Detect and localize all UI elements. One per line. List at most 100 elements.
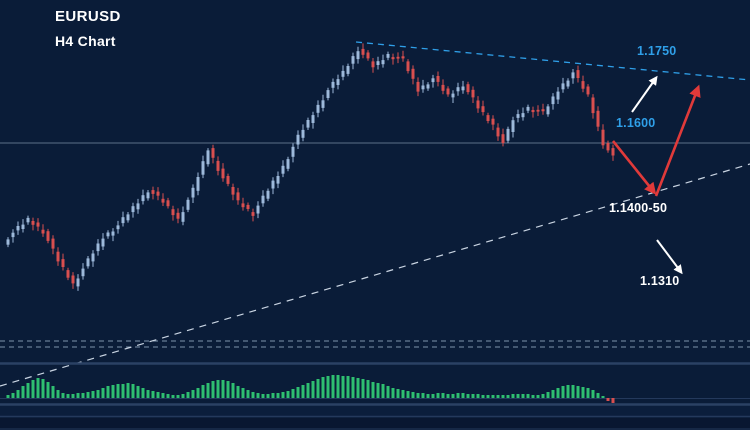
candle-body (471, 89, 475, 98)
candle-body (206, 150, 210, 165)
histogram-bar (6, 395, 10, 398)
candle-body (141, 195, 145, 202)
histogram-bar (136, 386, 140, 398)
histogram-bar (471, 394, 475, 398)
candle-body (591, 97, 595, 114)
histogram-bar (176, 395, 180, 398)
histogram-bar (331, 375, 335, 398)
candle-body (601, 129, 605, 146)
candle-body (396, 56, 400, 59)
histogram-bar (461, 393, 465, 398)
histogram-bar (426, 394, 430, 398)
histogram-bar (246, 390, 250, 398)
candle-body (466, 84, 470, 93)
histogram-bar (81, 393, 85, 398)
histogram-bar (531, 395, 535, 398)
candle-body (576, 70, 580, 78)
projection-arrow-up (654, 84, 701, 197)
histogram-bar (391, 388, 395, 398)
candle-body (126, 214, 130, 221)
histogram-bar (281, 392, 285, 398)
histogram-bar (141, 388, 145, 398)
histogram-bar (46, 382, 50, 398)
trendlines-layer (0, 41, 750, 387)
candle-body (166, 200, 170, 207)
candle-body (216, 160, 220, 171)
histogram-bar (496, 395, 500, 398)
candle-body (416, 81, 420, 92)
histogram-bar (346, 376, 350, 398)
candle-body (121, 217, 125, 224)
candle-body (56, 251, 60, 262)
candle-body (506, 128, 510, 141)
histogram-bar (101, 388, 105, 398)
candle-body (11, 232, 15, 238)
candle-body (46, 231, 50, 241)
histogram-bar (241, 388, 245, 398)
timeframe-title: H4 Chart (55, 33, 116, 49)
candle-body (156, 191, 160, 196)
histogram-bar (206, 383, 210, 398)
candle-body (521, 113, 525, 118)
histogram-bar (301, 385, 305, 398)
histogram-bar (326, 376, 330, 398)
candle-body (296, 134, 300, 145)
candle-body (231, 187, 235, 195)
histogram-bar (216, 380, 220, 398)
candle-body (21, 224, 25, 229)
candle-body (421, 85, 425, 90)
candle-body (456, 87, 460, 92)
histogram-bar (466, 394, 470, 398)
histogram-bar (456, 393, 460, 398)
histogram-bar (71, 394, 75, 398)
candle-body (251, 212, 255, 216)
histogram-bar (361, 379, 365, 398)
candle-body (581, 81, 585, 89)
candlesticks-layer (6, 43, 615, 291)
candle-body (351, 56, 355, 64)
histogram-bar (276, 393, 280, 398)
annotation-arrows-layer (611, 75, 701, 275)
candle-body (496, 127, 500, 137)
candle-body (176, 212, 180, 219)
histogram-bar (601, 396, 605, 398)
candle-body (236, 192, 240, 201)
histogram-bar (551, 390, 555, 398)
candle-body (436, 76, 440, 82)
histogram-bar (171, 395, 175, 398)
histogram-bar (596, 393, 600, 398)
histogram-bar (106, 386, 110, 398)
histogram-bar (161, 393, 165, 398)
histogram-bar (436, 393, 440, 398)
candle-body (546, 106, 550, 115)
histogram-bar (191, 390, 195, 398)
candle-body (561, 83, 565, 90)
candle-body (586, 86, 590, 95)
histogram-bar (131, 384, 135, 398)
candle-body (111, 231, 115, 236)
candle-body (481, 106, 485, 113)
candle-body (31, 221, 35, 225)
candle-body (491, 118, 495, 125)
candle-body (256, 205, 260, 214)
candle-body (276, 176, 280, 184)
histogram-bar (66, 394, 70, 398)
candle-body (226, 176, 230, 184)
candle-body (281, 165, 285, 174)
histogram-bar (401, 390, 405, 398)
histogram-bar (96, 390, 100, 398)
histogram-bar (356, 378, 360, 398)
histogram-bar (86, 392, 90, 398)
candle-body (151, 190, 155, 194)
candle-body (86, 258, 90, 267)
histogram-bar (251, 392, 255, 398)
histogram-bar (561, 386, 565, 398)
histogram-bar (476, 394, 480, 398)
candle-body (361, 48, 365, 55)
candle-body (41, 229, 45, 234)
candle-body (371, 61, 375, 68)
candle-body (51, 238, 55, 249)
candle-body (171, 209, 175, 216)
histogram-bar (431, 394, 435, 398)
